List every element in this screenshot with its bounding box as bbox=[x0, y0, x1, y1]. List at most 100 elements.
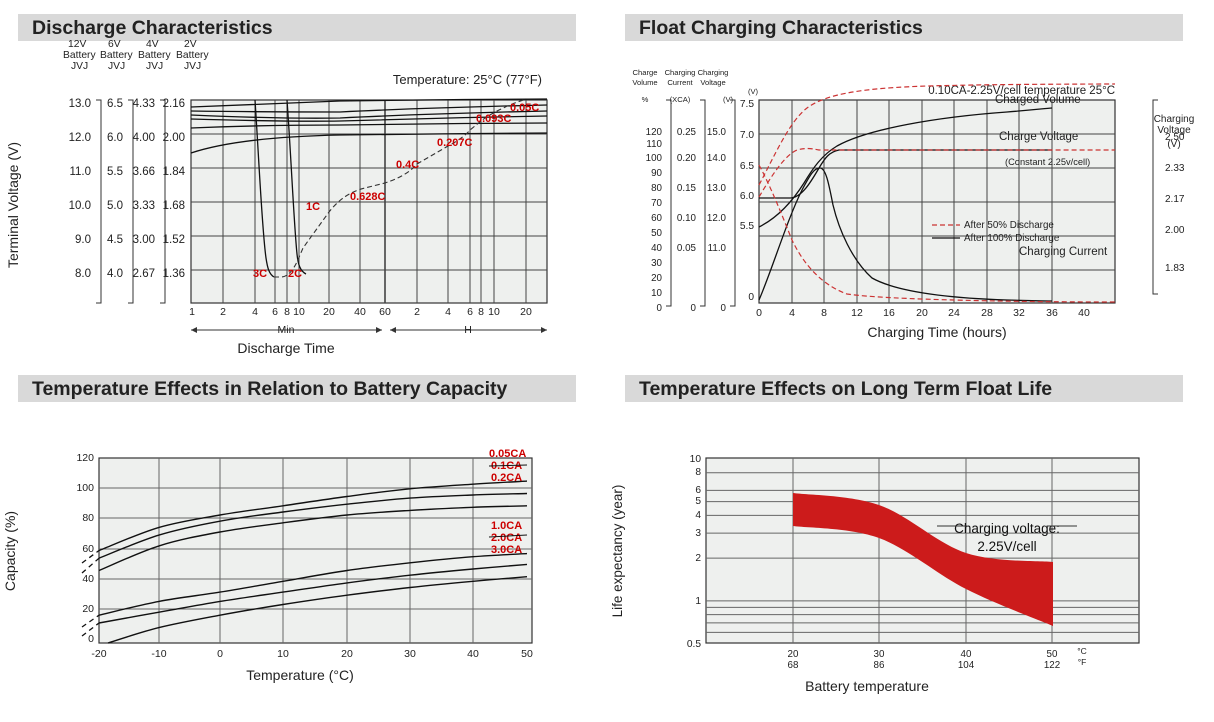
svg-text:3.0CA: 3.0CA bbox=[491, 544, 522, 556]
svg-text:86: 86 bbox=[874, 660, 885, 671]
svg-text:4.33: 4.33 bbox=[133, 98, 155, 110]
svg-text:Battery: Battery bbox=[138, 50, 171, 61]
svg-text:6.5: 6.5 bbox=[107, 98, 123, 110]
svg-text:After 50% Discharge: After 50% Discharge bbox=[964, 220, 1054, 231]
svg-text:Charging Time (hours): Charging Time (hours) bbox=[867, 324, 1006, 340]
svg-text:20: 20 bbox=[341, 648, 353, 660]
svg-text:Terminal Voltage (V): Terminal Voltage (V) bbox=[5, 142, 21, 268]
svg-text:1.0CA: 1.0CA bbox=[491, 520, 522, 532]
svg-text:70: 70 bbox=[651, 198, 662, 209]
svg-text:H: H bbox=[464, 324, 472, 336]
svg-text:50: 50 bbox=[1047, 649, 1058, 660]
svg-text:36: 36 bbox=[1046, 307, 1058, 319]
svg-text:120: 120 bbox=[76, 452, 94, 464]
svg-text:Charging Current: Charging Current bbox=[1019, 246, 1108, 258]
svg-text:1C: 1C bbox=[306, 201, 320, 213]
svg-text:Charge: Charge bbox=[633, 68, 658, 77]
svg-text:30: 30 bbox=[651, 258, 662, 269]
svg-text:12.0: 12.0 bbox=[707, 213, 727, 224]
svg-text:10: 10 bbox=[293, 306, 305, 318]
svg-text:11.0: 11.0 bbox=[69, 166, 91, 178]
svg-text:5.0: 5.0 bbox=[107, 200, 123, 212]
svg-text:10: 10 bbox=[651, 288, 662, 299]
svg-text:0.4C: 0.4C bbox=[396, 159, 419, 171]
svg-text:32: 32 bbox=[1013, 307, 1025, 319]
svg-text:2: 2 bbox=[220, 306, 226, 318]
svg-text:2.50: 2.50 bbox=[1165, 132, 1185, 143]
svg-text:14.0: 14.0 bbox=[707, 153, 727, 164]
svg-text:-20: -20 bbox=[91, 648, 106, 660]
svg-text:20: 20 bbox=[323, 306, 335, 318]
svg-text:10: 10 bbox=[277, 648, 289, 660]
svg-text:Battery: Battery bbox=[100, 50, 133, 61]
svg-text:3.00: 3.00 bbox=[133, 234, 155, 246]
svg-text:0.05CA: 0.05CA bbox=[489, 448, 526, 460]
svg-text:Charging: Charging bbox=[698, 68, 729, 77]
svg-text:5.5: 5.5 bbox=[740, 221, 754, 232]
svg-text:100: 100 bbox=[646, 153, 663, 164]
svg-text:Volume: Volume bbox=[632, 78, 657, 87]
svg-text:2: 2 bbox=[695, 553, 701, 564]
svg-text:8.0: 8.0 bbox=[75, 268, 91, 280]
svg-text:0: 0 bbox=[691, 303, 697, 314]
svg-text:20: 20 bbox=[651, 273, 662, 284]
svg-text:2C: 2C bbox=[288, 268, 302, 280]
svg-text:0: 0 bbox=[748, 292, 754, 303]
svg-text:10: 10 bbox=[488, 306, 500, 318]
svg-text:5: 5 bbox=[695, 496, 701, 507]
svg-text:Current: Current bbox=[667, 78, 693, 87]
svg-text:0.2CA: 0.2CA bbox=[491, 472, 522, 484]
svg-text:13.0: 13.0 bbox=[707, 183, 727, 194]
svg-text:Min: Min bbox=[278, 324, 295, 336]
svg-text:50: 50 bbox=[521, 648, 533, 660]
svg-text:8: 8 bbox=[478, 306, 484, 318]
svg-text:1.83: 1.83 bbox=[1165, 263, 1185, 274]
svg-text:80: 80 bbox=[651, 183, 662, 194]
svg-text:2: 2 bbox=[414, 306, 420, 318]
svg-text:20: 20 bbox=[788, 649, 799, 660]
svg-text:100: 100 bbox=[76, 482, 94, 494]
svg-text:60: 60 bbox=[379, 306, 391, 318]
svg-text:0.15: 0.15 bbox=[677, 183, 697, 194]
svg-text:JVJ: JVJ bbox=[71, 61, 88, 72]
svg-text:7.0: 7.0 bbox=[740, 130, 754, 141]
svg-text:Voltage: Voltage bbox=[700, 78, 725, 87]
svg-text:2.25V/cell: 2.25V/cell bbox=[977, 539, 1036, 554]
svg-text:6.5: 6.5 bbox=[740, 161, 754, 172]
svg-text:10.0: 10.0 bbox=[69, 200, 91, 212]
svg-text:122: 122 bbox=[1044, 660, 1060, 671]
svg-text:120: 120 bbox=[646, 127, 663, 138]
svg-text:Battery temperature: Battery temperature bbox=[805, 678, 929, 694]
svg-text:30: 30 bbox=[874, 649, 885, 660]
svg-text:2.16: 2.16 bbox=[163, 98, 185, 110]
svg-text:6: 6 bbox=[695, 485, 701, 496]
svg-text:0.093C: 0.093C bbox=[476, 113, 512, 125]
svg-text:0: 0 bbox=[217, 648, 223, 660]
svg-text:Charging: Charging bbox=[1154, 114, 1195, 125]
svg-text:JVJ: JVJ bbox=[184, 61, 201, 72]
svg-text:1: 1 bbox=[189, 306, 195, 318]
svg-text:Discharge Time: Discharge Time bbox=[237, 340, 334, 356]
svg-text:40: 40 bbox=[354, 306, 366, 318]
svg-text:24: 24 bbox=[948, 307, 960, 319]
svg-text:4: 4 bbox=[445, 306, 451, 318]
svg-text:8: 8 bbox=[284, 306, 290, 318]
svg-text:Charging: Charging bbox=[665, 68, 696, 77]
svg-text:6.0: 6.0 bbox=[107, 132, 123, 144]
svg-text:1.52: 1.52 bbox=[163, 234, 185, 246]
svg-text:°F: °F bbox=[1078, 657, 1087, 667]
svg-text:3: 3 bbox=[695, 528, 701, 539]
svg-text:90: 90 bbox=[651, 168, 662, 179]
svg-text:Capacity (%): Capacity (%) bbox=[2, 511, 18, 591]
svg-text:20: 20 bbox=[916, 307, 928, 319]
svg-text:2V: 2V bbox=[184, 39, 197, 50]
svg-text:4.0: 4.0 bbox=[107, 268, 123, 280]
svg-text:10: 10 bbox=[690, 454, 702, 465]
svg-text:%: % bbox=[642, 95, 649, 104]
svg-text:6: 6 bbox=[467, 306, 473, 318]
svg-text:After 100% Discharge: After 100% Discharge bbox=[964, 233, 1060, 244]
svg-text:(XCA): (XCA) bbox=[670, 95, 691, 104]
svg-text:1.84: 1.84 bbox=[163, 166, 186, 178]
svg-text:4: 4 bbox=[252, 306, 258, 318]
svg-text:2.17: 2.17 bbox=[1165, 194, 1185, 205]
